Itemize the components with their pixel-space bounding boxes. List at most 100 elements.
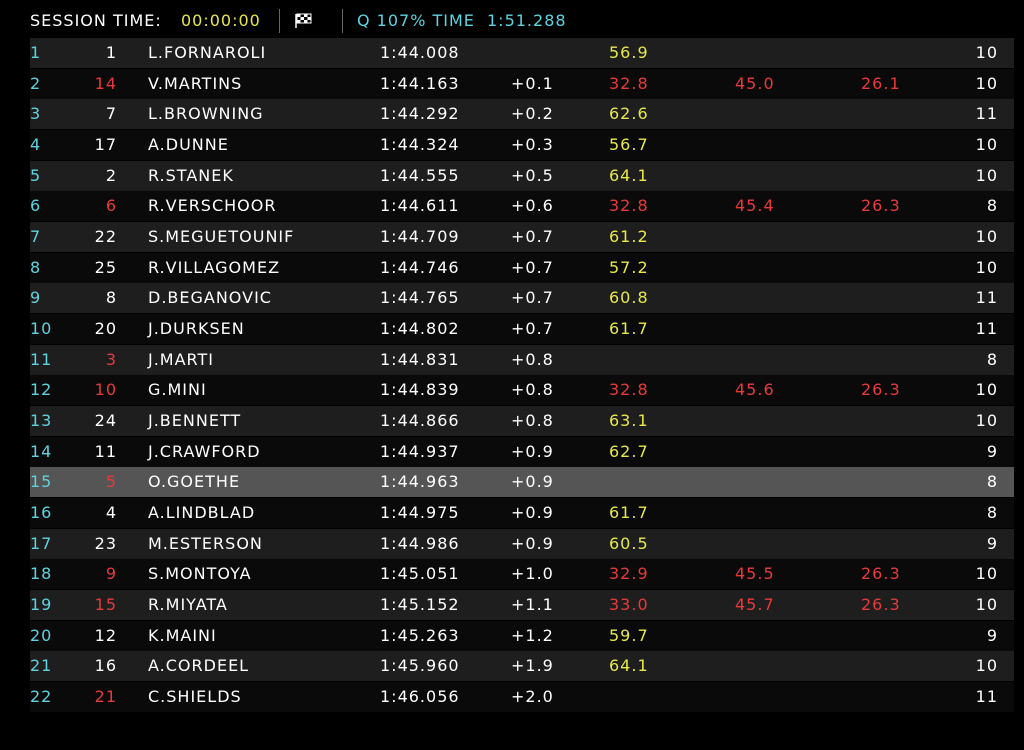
sector-1: 60.5 [609,533,649,553]
sector-3: 26.3 [861,196,901,216]
car-number: 12 [94,625,117,645]
lap-time: 1:44.746 [380,257,460,277]
position: 15 [30,472,53,492]
laps: 9 [986,533,998,553]
lap-time: 1:44.866 [380,411,460,431]
sector-1: 32.8 [609,196,649,216]
car-number: 14 [94,73,117,93]
position: 18 [30,564,53,584]
gap: +0.6 [511,196,554,216]
laps: 11 [975,104,998,124]
result-row: 4 17 A.DUNNE 1:44.324 +0.3 56.7 10 [30,130,1014,160]
car-number: 20 [94,319,117,339]
car-number: 23 [94,533,117,553]
sector-3: 26.3 [861,595,901,615]
session-time: 00:00:00 [181,11,261,30]
position: 4 [30,135,42,154]
gap: +1.1 [511,595,554,615]
position: 9 [30,288,42,308]
gap: +0.7 [511,319,554,339]
result-row: 10 20 J.DURKSEN 1:44.802 +0.7 61.7 11 [30,314,1014,345]
separator [342,9,343,33]
laps: 8 [986,349,998,369]
car-number: 16 [94,656,117,676]
driver-name: A.LINDBLAD [148,503,256,523]
driver-name: V.MARTINS [148,73,243,93]
driver-name: J.CRAWFORD [148,441,261,461]
lap-time: 1:44.975 [380,503,460,523]
car-number: 15 [94,595,117,615]
position: 17 [30,533,53,553]
gap: +0.9 [511,533,554,553]
separator [279,9,280,33]
position: 22 [30,687,53,707]
car-number: 21 [94,687,117,707]
gap: +0.7 [511,288,554,308]
laps: 10 [975,135,998,154]
laps: 10 [975,257,998,277]
position: 19 [30,595,53,615]
lap-time: 1:45.263 [380,625,460,645]
gap: +0.5 [511,165,554,185]
car-number: 6 [105,196,117,216]
car-number: 5 [105,472,117,492]
q-time: 1:51.288 [487,11,567,30]
result-row: 2 14 V.MARTINS 1:44.163 +0.1 32.8 45.0 26.1 10 [30,68,1014,99]
lap-time: 1:44.163 [380,73,460,93]
result-row: 14 11 J.CRAWFORD 1:44.937 +0.9 62.7 9 [30,436,1014,467]
position: 6 [30,196,42,216]
result-row: 5 2 R.STANEK 1:44.555 +0.5 64.1 10 [30,160,1014,191]
laps: 10 [975,564,998,584]
lap-time: 1:44.008 [380,43,460,62]
car-number: 24 [94,411,117,431]
position: 10 [30,319,53,339]
car-number: 22 [94,227,117,247]
result-row: 1 1 L.FORNAROLI 1:44.008 56.9 10 [30,38,1014,68]
position: 7 [30,227,42,247]
driver-name: J.DURKSEN [148,319,245,339]
lap-time: 1:44.831 [380,349,460,369]
car-number: 1 [105,43,117,62]
sector-1: 32.8 [609,380,649,400]
laps: 9 [986,441,998,461]
laps: 10 [975,411,998,431]
position: 5 [30,165,42,185]
gap: +0.9 [511,441,554,461]
sector-1: 64.1 [609,656,649,676]
driver-name: C.SHIELDS [148,687,242,707]
result-row: 21 16 A.CORDEEL 1:45.960 +1.9 64.1 10 [30,651,1014,682]
laps: 8 [986,472,998,492]
sector-1: 57.2 [609,257,649,277]
lap-time: 1:44.986 [380,533,460,553]
sector-1: 62.6 [609,104,649,124]
gap: +2.0 [511,687,554,707]
result-row: 3 7 L.BROWNING 1:44.292 +0.2 62.6 11 [30,99,1014,130]
result-row: 16 4 A.LINDBLAD 1:44.975 +0.9 61.7 8 [30,498,1014,529]
driver-name: L.BROWNING [148,104,264,124]
gap: +0.7 [511,257,554,277]
sector-1: 60.8 [609,288,649,308]
position: 20 [30,625,53,645]
driver-name: A.DUNNE [148,135,229,154]
flag-icon [295,13,312,28]
car-number: 3 [105,349,117,369]
car-number: 7 [105,104,117,124]
gap: +1.9 [511,656,554,676]
lap-time: 1:46.056 [380,687,460,707]
car-number: 25 [94,257,117,277]
laps: 8 [986,503,998,523]
laps: 8 [986,196,998,216]
sector-1: 61.2 [609,227,649,247]
driver-name: S.MEGUETOUNIF [148,227,295,247]
position: 2 [30,73,42,93]
sector-2: 45.0 [735,73,775,93]
sector-1: 63.1 [609,411,649,431]
gap: +0.7 [511,227,554,247]
sector-3: 26.1 [861,73,901,93]
sector-1: 56.9 [609,43,649,62]
lap-time: 1:44.765 [380,288,460,308]
laps: 10 [975,43,998,62]
driver-name: J.BENNETT [148,411,242,431]
gap: +0.1 [511,73,554,93]
gap: +0.9 [511,503,554,523]
